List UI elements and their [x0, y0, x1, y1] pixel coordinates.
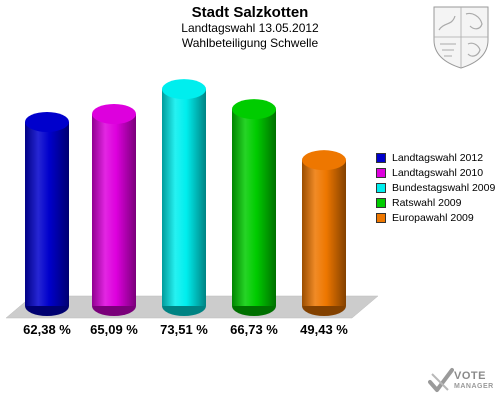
bar-body-4 — [232, 109, 276, 306]
chart-title: Stadt Salzkotten — [191, 4, 309, 21]
votemanager-watermark: VOTE MANAGER — [428, 366, 498, 398]
chart-subtitle-election: Landtagswahl 13.05.2012 — [181, 21, 319, 35]
bar-body-1 — [25, 121, 69, 306]
coat-of-arms-icon — [433, 6, 489, 69]
bar-value-label-3: 73,51 % — [160, 322, 208, 337]
bar-3 — [162, 79, 206, 316]
bar-body-5 — [302, 160, 346, 306]
chart-subtitle-district: Wahlbeteiligung Schwelle — [181, 36, 319, 50]
bar-top-4 — [232, 99, 276, 120]
bar-top-2 — [92, 103, 136, 124]
legend-label: Landtagswahl 2012 — [392, 151, 484, 164]
bar-top-5 — [302, 150, 346, 171]
legend-item-3: Bundestagswahl 2009 — [376, 180, 495, 195]
bar-5 — [302, 150, 346, 316]
bar-body-3 — [162, 89, 206, 306]
legend-item-4: Ratswahl 2009 — [376, 195, 495, 210]
chart-legend: Landtagswahl 2012 Landtagswahl 2010 Bundes… — [376, 150, 495, 225]
legend-swatch — [376, 167, 386, 178]
watermark-manager-text: MANAGER — [454, 383, 494, 390]
legend-label: Bundestagswahl 2009 — [392, 181, 496, 194]
watermark-vote-text: VOTE — [454, 370, 486, 382]
bar-value-label-4: 66,73 % — [230, 322, 278, 337]
legend-item-2: Landtagswahl 2010 — [376, 165, 495, 180]
legend-label: Ratswahl 2009 — [392, 196, 462, 209]
bar-4 — [232, 99, 276, 316]
bar-2 — [92, 103, 136, 316]
legend-label: Landtagswahl 2010 — [392, 166, 484, 179]
legend-swatch — [376, 182, 386, 193]
legend-swatch — [376, 212, 386, 223]
legend-item-1: Landtagswahl 2012 — [376, 150, 495, 165]
bar-value-label-1: 62,38 % — [23, 322, 71, 337]
legend-swatch — [376, 152, 386, 163]
bar-body-2 — [92, 113, 136, 306]
bar-value-label-5: 49,43 % — [300, 322, 348, 337]
legend-swatch — [376, 197, 386, 208]
bar-1 — [25, 111, 69, 316]
bar-top-1 — [25, 111, 69, 132]
bar-value-label-2: 65,09 % — [90, 322, 138, 337]
checkmark-logo-icon — [428, 368, 454, 392]
legend-label: Europawahl 2009 — [392, 211, 474, 224]
legend-item-5: Europawahl 2009 — [376, 210, 495, 225]
bar-top-3 — [162, 79, 206, 100]
chart-title-block: Stadt Salzkotten Landtagswahl 13.05.2012… — [0, 4, 500, 51]
